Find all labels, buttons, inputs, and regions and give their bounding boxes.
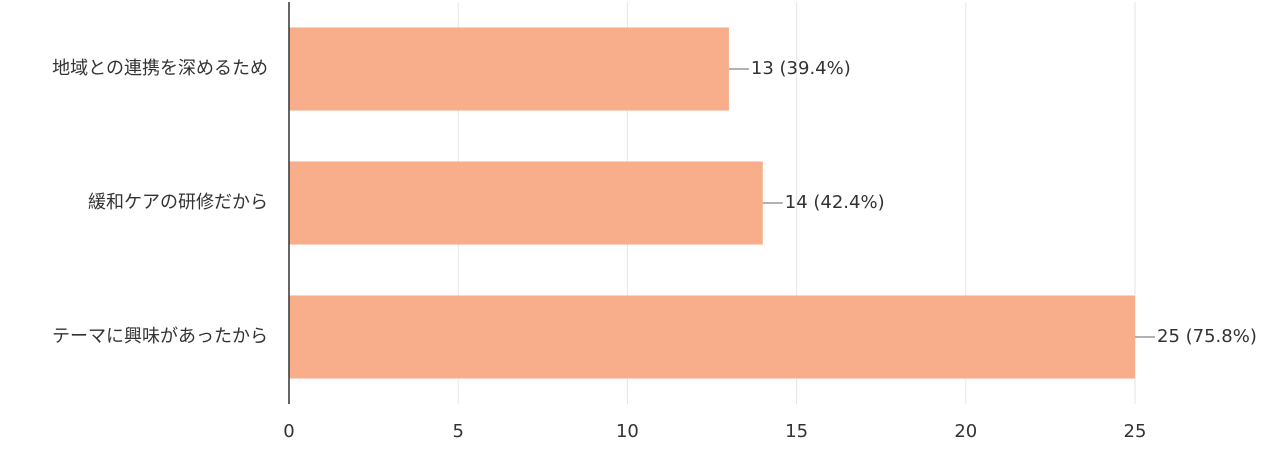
data-label: 25 (75.8%) (1157, 326, 1257, 347)
y-tick-label: 地域との連携を深めるため (52, 58, 268, 79)
x-tick-label: 10 (616, 421, 639, 442)
y-tick-label: 緩和ケアの研修だから (88, 192, 268, 213)
bar (289, 161, 763, 245)
x-tick-label: 0 (283, 421, 294, 442)
x-tick-label: 15 (785, 421, 808, 442)
x-tick-label: 5 (452, 421, 463, 442)
y-tick-label: テーマに興味があったから (52, 326, 268, 347)
bar (289, 27, 729, 111)
bar (289, 295, 1135, 379)
x-tick-label: 20 (954, 421, 977, 442)
data-label: 14 (42.4%) (785, 192, 885, 213)
x-tick-label: 25 (1124, 421, 1147, 442)
data-label: 13 (39.4%) (751, 58, 851, 79)
